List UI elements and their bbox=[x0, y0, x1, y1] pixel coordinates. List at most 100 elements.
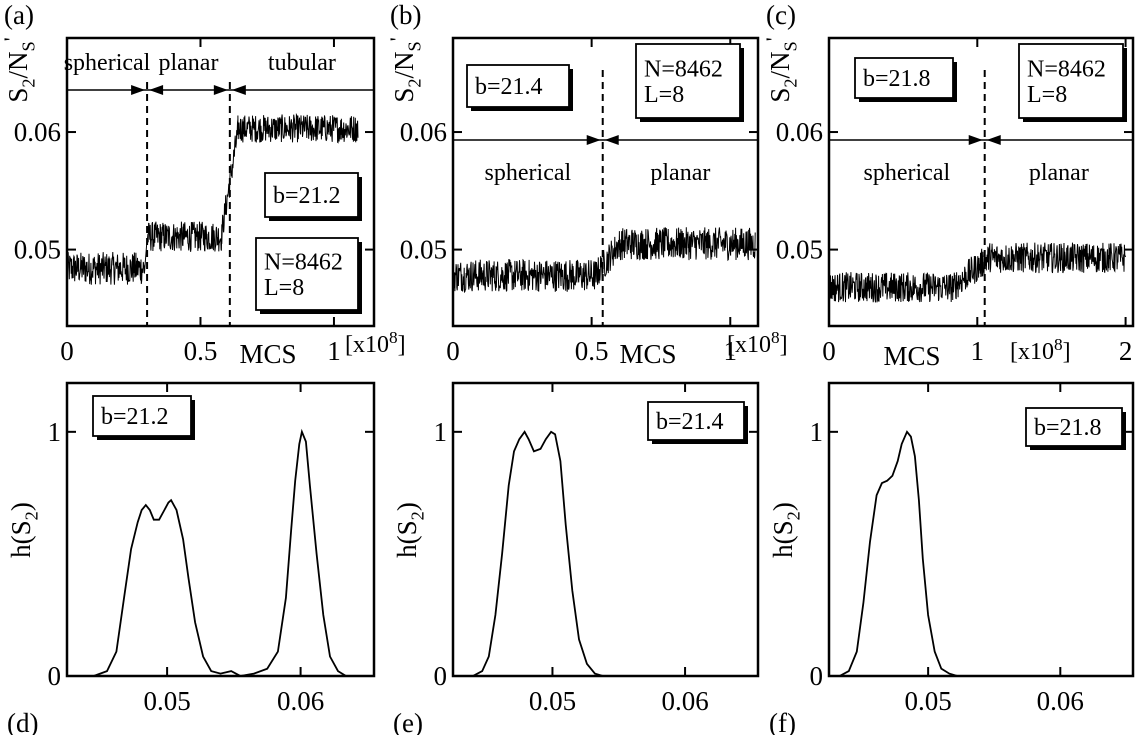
y-axis-label: h(S2) bbox=[6, 502, 42, 558]
b-value-box: b=21.4 bbox=[466, 64, 573, 111]
b-value-box: b=21.2 bbox=[92, 395, 195, 440]
panel-a: 0 0.5 1 0.05 0.06 (a) MCS spherical planar tubula… bbox=[4, 0, 376, 369]
x-tick-label: 2 bbox=[1119, 336, 1133, 366]
phase-label-spherical: spherical bbox=[64, 50, 151, 76]
arrow-head-right bbox=[131, 85, 146, 95]
svg-text:h(S2): h(S2) bbox=[392, 502, 428, 558]
panel-b: 0 0.5 1 0.05 0.06 (b) MCS spherical planar bbox=[390, 0, 760, 369]
x-tick-label: 1 bbox=[724, 336, 738, 366]
arrow-head-right bbox=[213, 85, 228, 95]
svg-text:N=8462: N=8462 bbox=[264, 250, 343, 276]
svg-text:b=21.8: b=21.8 bbox=[1034, 415, 1102, 441]
plot-frame bbox=[65, 381, 376, 678]
trace-line bbox=[452, 227, 756, 294]
histogram-curve bbox=[93, 428, 347, 677]
x-axis-label: MCS bbox=[239, 339, 296, 369]
b-value-box: b=21.8 bbox=[854, 57, 957, 102]
x-tick-label: 1 bbox=[327, 336, 341, 366]
panel-label: (f) bbox=[769, 708, 796, 735]
svg-text:S2/NS': S2/NS' bbox=[385, 37, 424, 102]
y-axis-label: S2/NS' bbox=[385, 37, 424, 102]
arrow-head-left bbox=[231, 85, 246, 95]
x-tick-label: 0 bbox=[446, 336, 460, 366]
svg-text:b=21.2: b=21.2 bbox=[273, 183, 341, 209]
svg-text:h(S2): h(S2) bbox=[768, 502, 804, 558]
phase-label-planar: planar bbox=[650, 160, 710, 186]
arrow-head-left bbox=[604, 135, 619, 145]
y-tick-label: 0 bbox=[434, 661, 448, 691]
x-axis-unit: [x108] bbox=[727, 328, 788, 358]
y-tick-label: 0.06 bbox=[776, 117, 823, 147]
svg-text:S2/NS': S2/NS' bbox=[0, 37, 39, 102]
y-axis-label: S2/NS' bbox=[761, 37, 800, 102]
panel-label: (c) bbox=[766, 0, 796, 30]
panel-label: (b) bbox=[390, 0, 421, 30]
x-axis-label: MCS bbox=[883, 341, 940, 371]
svg-text:h(S2): h(S2) bbox=[6, 502, 42, 558]
svg-text:S2/NS': S2/NS' bbox=[761, 37, 800, 102]
arrow-head-left bbox=[149, 85, 164, 95]
svg-text:L=8: L=8 bbox=[264, 275, 304, 301]
x-tick-label: 0.05 bbox=[905, 686, 952, 716]
b-value-box: b=21.8 bbox=[1025, 407, 1126, 450]
phase-label-planar: planar bbox=[158, 50, 218, 76]
x-tick-label: 0.5 bbox=[184, 336, 218, 366]
plot-frame bbox=[827, 381, 1135, 678]
x-tick-label: 0 bbox=[60, 336, 74, 366]
x-tick-label: 1 bbox=[971, 336, 985, 366]
y-tick-label: 1 bbox=[810, 417, 824, 447]
svg-text:b=21.4: b=21.4 bbox=[656, 409, 724, 435]
plot-frame bbox=[451, 36, 760, 328]
svg-text:N=8462: N=8462 bbox=[644, 57, 723, 83]
histogram-curve bbox=[472, 430, 604, 677]
y-axis-label: h(S2) bbox=[392, 502, 428, 558]
x-tick-label: 0.06 bbox=[1037, 686, 1084, 716]
y-tick-label: 0.06 bbox=[400, 117, 447, 147]
b-value-box: b=21.2 bbox=[264, 172, 362, 221]
y-tick-label: 0 bbox=[810, 661, 824, 691]
svg-text:b=21.4: b=21.4 bbox=[475, 74, 543, 100]
y-axis-label: h(S2) bbox=[768, 502, 804, 558]
y-tick-label: 0.05 bbox=[776, 235, 823, 265]
svg-text:b=21.8: b=21.8 bbox=[863, 66, 931, 92]
x-tick-label: 0.06 bbox=[661, 686, 708, 716]
arrow-head-right bbox=[968, 135, 983, 145]
svg-text:L=8: L=8 bbox=[644, 82, 684, 108]
phase-label-spherical: spherical bbox=[485, 160, 572, 186]
panel-label: (e) bbox=[393, 708, 423, 735]
trace-line bbox=[66, 112, 359, 285]
plot-frame bbox=[827, 36, 1135, 328]
x-axis-label: MCS bbox=[619, 339, 676, 369]
panel-c: 0 1 2 0.05 0.06 (c) MCS spherical planar bbox=[766, 0, 1135, 371]
x-tick-label: 0.05 bbox=[529, 686, 576, 716]
x-tick-label: 0.06 bbox=[277, 686, 324, 716]
b-value-box: b=21.4 bbox=[647, 401, 748, 444]
x-axis-unit: [x108] bbox=[345, 328, 406, 358]
arrow-head-left bbox=[986, 135, 1001, 145]
phase-label-planar: planar bbox=[1029, 160, 1089, 186]
svg-text:N=8462: N=8462 bbox=[1027, 57, 1106, 83]
y-tick-label: 1 bbox=[434, 417, 448, 447]
histogram-curve bbox=[839, 430, 958, 677]
trace-line bbox=[828, 242, 1127, 303]
y-axis-label: S2/NS' bbox=[0, 37, 39, 102]
phase-label-tubular: tubular bbox=[268, 50, 336, 76]
plot-frame bbox=[451, 381, 760, 678]
x-tick-label: 0.05 bbox=[143, 686, 190, 716]
arrow-head-right bbox=[586, 135, 601, 145]
x-axis-unit: [x108] bbox=[1010, 335, 1071, 365]
panel-e: 0.05 0.06 0 1 (e) bbox=[393, 381, 760, 735]
svg-text:L=8: L=8 bbox=[1027, 82, 1067, 108]
y-tick-label: 0.05 bbox=[400, 235, 447, 265]
x-tick-label: 0.5 bbox=[575, 336, 609, 366]
panel-label: (a) bbox=[4, 0, 34, 30]
svg-text:b=21.2: b=21.2 bbox=[101, 404, 169, 430]
y-tick-label: 0 bbox=[48, 661, 62, 691]
phase-label-spherical: spherical bbox=[864, 160, 951, 186]
panel-f: 0.05 0.06 0 1 (f) bbox=[769, 381, 1135, 735]
y-tick-label: 0.05 bbox=[14, 235, 61, 265]
